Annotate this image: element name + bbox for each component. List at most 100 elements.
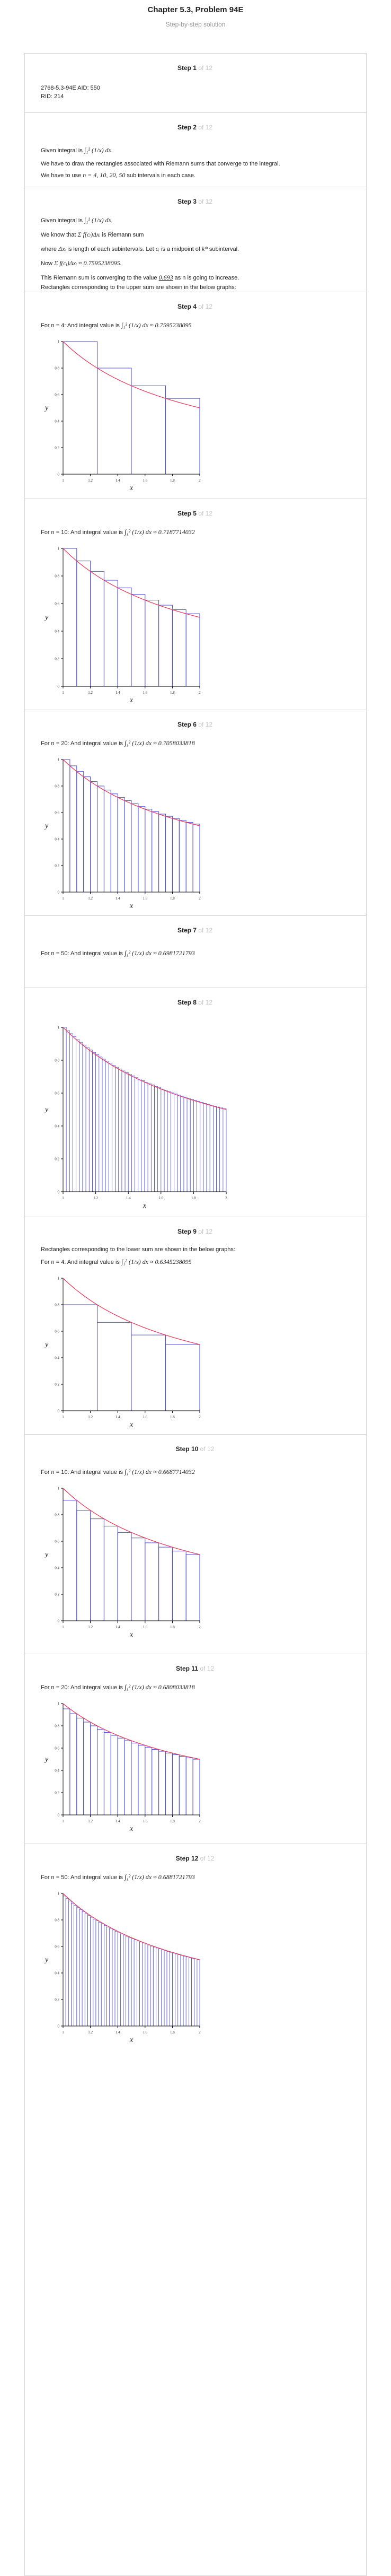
- riemann-rect: [95, 1920, 99, 2027]
- task-text: We have to draw the rectangles associate…: [41, 160, 280, 167]
- riemann-rect: [68, 1900, 72, 2027]
- x-tick-label: 1.2: [88, 1415, 93, 1419]
- y-tick-label: 1: [58, 1276, 60, 1280]
- y-tick-label: 0.2: [55, 1382, 59, 1386]
- riemann-rect: [177, 1095, 181, 1192]
- y-tick-label: 0.8: [55, 1918, 59, 1922]
- step-heading: Step 12 of 12: [41, 1855, 349, 1865]
- y-axis-label: y: [44, 1956, 49, 1964]
- y-tick-label: 0.8: [55, 1513, 59, 1517]
- where-text-3: is a midpoint of: [161, 246, 200, 252]
- riemann-rect: [69, 1033, 73, 1192]
- y-tick-label: 0: [58, 684, 60, 688]
- riemann-rect: [65, 1898, 69, 2027]
- delta-x: Δxᵢ: [58, 244, 66, 252]
- y-tick-label: 0.8: [55, 1724, 59, 1728]
- given-integral: ∫₁² (1/x) dx.: [84, 216, 113, 224]
- riemann-rect: [158, 1751, 166, 1815]
- y-tick-label: 0.8: [55, 1303, 59, 1307]
- riemann-rect: [98, 1922, 102, 2027]
- riemann-rect: [117, 587, 132, 687]
- integral-caption: For n = 20: And integral value is: [41, 740, 123, 747]
- converge-text-end: as n is going to increase.: [174, 274, 239, 281]
- riemann-rect: [213, 1106, 217, 1192]
- riemann-rect: [76, 1510, 91, 1621]
- x-tick-label: 1.4: [115, 1819, 120, 1823]
- riemann-rect: [179, 1756, 186, 1815]
- y-tick-label: 0: [58, 1813, 60, 1817]
- step-heading: Step 6 of 12: [41, 721, 349, 731]
- riemann-rect: [138, 1079, 142, 1192]
- riemann-rect: [183, 1956, 186, 2027]
- x-axis-label: x: [129, 1421, 134, 1429]
- riemann-rect: [90, 1917, 94, 2027]
- integral-value: ∫₁² (1/x) dx ≈ 0.6881721793: [125, 1873, 195, 1881]
- step-label: Step 4: [177, 303, 197, 310]
- riemann-rect: [165, 816, 173, 893]
- riemann-lower-n4-chart: 1 1.2 1.4 1.6 1.8 2 0 0.2 0.4 0.6 0.8 1 x y: [44, 1276, 201, 1429]
- riemann-rect: [63, 1896, 66, 2027]
- riemann-rect: [190, 1099, 194, 1192]
- riemann-rect: [144, 1081, 148, 1192]
- step-heading: Step 9 of 12: [41, 1228, 349, 1238]
- riemann-rect: [216, 1106, 220, 1192]
- riemann-rect: [117, 1932, 121, 2027]
- y-tick-label: 0.6: [55, 1091, 59, 1096]
- integral-caption: For n = 10: And integral value is: [41, 529, 123, 536]
- x-tick-label: 1.2: [88, 896, 93, 901]
- riemann-rect: [170, 1092, 174, 1192]
- riemann-rect: [63, 1500, 77, 1621]
- integral-value: ∫₁² (1/x) dx ≈ 0.7187714032: [125, 528, 195, 536]
- integral-value: ∫₁² (1/x) dx ≈ 0.6687714032: [125, 1468, 195, 1475]
- where-text-2: is length of each subintervals. Let: [67, 246, 154, 252]
- step-label: Step 10: [175, 1445, 199, 1453]
- now-sum: Σ f(cᵢ)Δxᵢ ≈ 0.7595238095.: [54, 259, 122, 267]
- step-4: Step 4 of 12 For n = 4: And integral val…: [25, 292, 366, 499]
- lower-sum-intro: Rectangles corresponding to the lower su…: [41, 1246, 235, 1253]
- y-tick-label: 1: [58, 757, 60, 762]
- y-tick-label: 0.2: [55, 1157, 59, 1162]
- y-axis-label: y: [44, 1756, 49, 1763]
- riemann-rect: [172, 1550, 186, 1621]
- step-heading: Step 7 of 12: [41, 927, 349, 937]
- page-title: Chapter 5.3, Problem 94E: [147, 5, 244, 14]
- riemann-rect: [154, 1086, 158, 1192]
- x-tick-label: 2: [199, 2030, 201, 2034]
- riemann-rect: [131, 1742, 139, 1815]
- riemann-rect: [104, 1925, 107, 2027]
- step-label: Step 11: [175, 1665, 198, 1672]
- riemann-rect: [126, 1936, 129, 2027]
- x-tick-label: 1.6: [143, 1415, 147, 1419]
- k-th: kᵗʰ: [202, 244, 208, 252]
- x-tick-label: 1.6: [143, 2030, 147, 2034]
- riemann-rect: [101, 1924, 104, 2027]
- riemann-rect: [83, 1722, 91, 1815]
- x-tick-label: 2: [225, 1196, 227, 1200]
- riemann-rect: [150, 1085, 155, 1192]
- riemann-rect: [165, 398, 200, 475]
- integral-value: ∫₁² (1/x) dx ≈ 0.6808033818: [125, 1683, 195, 1691]
- y-tick-label: 1: [58, 1026, 60, 1030]
- riemann-rect: [185, 1757, 193, 1815]
- riemann-rect: [177, 1954, 181, 2027]
- riemann-rect: [158, 1949, 162, 2027]
- riemann-rect: [200, 1102, 204, 1192]
- x-tick-label: 1: [62, 478, 64, 483]
- riemann-rect: [106, 1927, 110, 2027]
- riemann-rect: [131, 1538, 146, 1621]
- riemann-rect: [110, 793, 118, 893]
- step-12: Step 12 of 12 For n = 50: And integral v…: [25, 1844, 366, 2575]
- step-heading: Step 4 of 12: [41, 303, 349, 313]
- riemann-lower-n20-chart: 1 1.2 1.4 1.6 1.8 2 0 0.2 0.4 0.6 0.8 1 x y: [44, 1701, 201, 1833]
- riemann-rect: [136, 1941, 140, 2027]
- riemann-rect: [131, 1938, 135, 2027]
- y-tick-label: 0.4: [55, 629, 59, 633]
- riemann-upper-n20-chart: 1 1.2 1.4 1.6 1.8 2 0 0.2 0.4 0.6 0.8 1 x y: [44, 757, 201, 910]
- where-text: where: [41, 246, 57, 252]
- function-curve: [63, 1703, 200, 1760]
- riemann-rect: [206, 1104, 210, 1192]
- riemann-rect: [63, 759, 70, 893]
- step-count: of 12: [198, 510, 213, 517]
- y-tick-label: 0.2: [55, 657, 59, 661]
- y-tick-label: 0: [58, 2024, 60, 2028]
